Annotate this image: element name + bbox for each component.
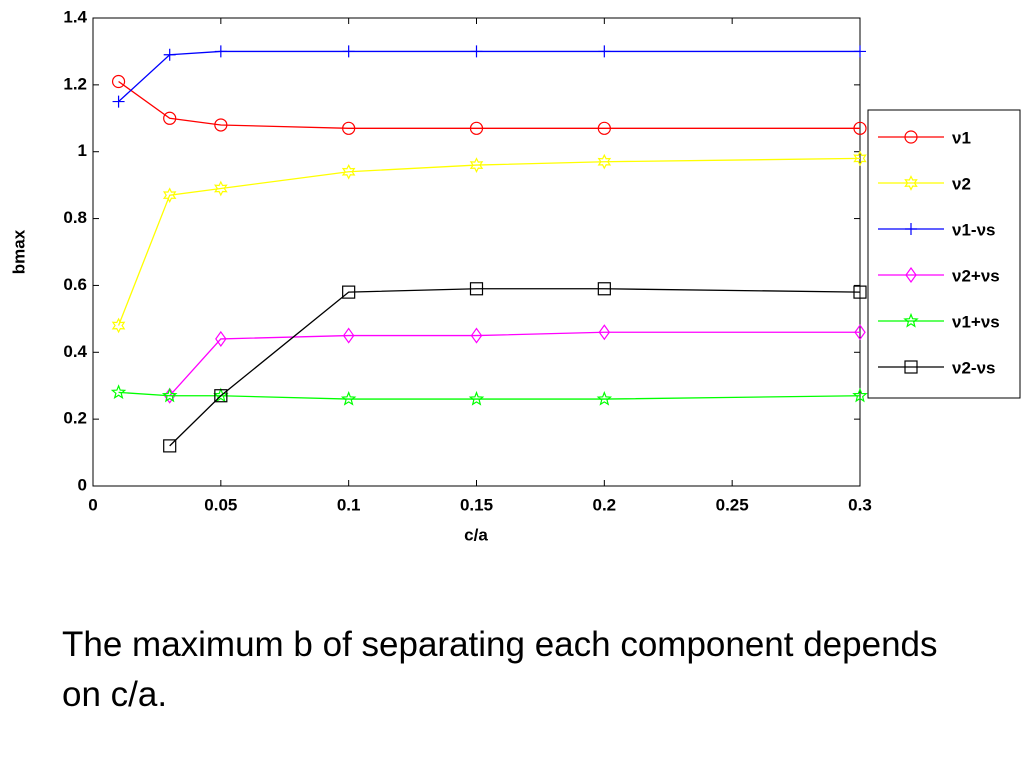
marker (163, 111, 177, 125)
marker (854, 324, 866, 341)
legend-label: ν1-νs (952, 220, 995, 239)
marker (853, 285, 867, 299)
x-tick-label: 0.25 (716, 495, 749, 514)
chart: c/a bmax 0 0.05 0.1 0.15 0.2 0.25 0.3 0 0.2 0.4 0.… (9, 7, 1021, 544)
marker (469, 121, 484, 135)
marker (342, 121, 356, 135)
marker (597, 282, 611, 296)
marker (214, 180, 228, 197)
marker (213, 387, 229, 403)
legend-label: ν1 (952, 128, 971, 147)
marker (112, 95, 125, 108)
y-tick-label: 1.4 (63, 7, 87, 26)
marker (853, 121, 867, 135)
marker (340, 390, 357, 406)
legend-label: ν2+νs (952, 266, 1000, 285)
marker (470, 45, 483, 58)
marker (598, 45, 611, 58)
series-line (118, 50, 860, 103)
marker (905, 223, 917, 235)
marker (163, 439, 177, 453)
marker (597, 121, 611, 135)
marker (162, 187, 177, 204)
marker (469, 282, 484, 296)
series-line (118, 391, 861, 400)
y-tick-label: 1 (78, 141, 87, 160)
marker (854, 45, 866, 58)
y-tick-label: 0.6 (63, 275, 87, 294)
marker (341, 163, 356, 180)
marker (215, 330, 227, 347)
caption: The maximum b of separating each compone… (62, 625, 938, 714)
marker (597, 153, 612, 170)
marker (111, 74, 126, 89)
marker (468, 390, 485, 406)
marker (110, 384, 127, 400)
legend-label: ν2-νs (952, 358, 995, 377)
x-tick-label: 0 (88, 495, 97, 514)
marker (852, 387, 868, 403)
marker (163, 48, 176, 61)
marker (342, 327, 355, 344)
marker (596, 390, 613, 406)
y-tick-label: 0.4 (63, 342, 87, 361)
legend-label: ν1+νs (952, 312, 1000, 331)
marker (904, 130, 918, 144)
marker (598, 324, 611, 341)
marker (469, 157, 484, 173)
series-line (169, 331, 860, 397)
legend-box (867, 109, 1021, 399)
series-line (169, 288, 861, 447)
marker (470, 327, 483, 344)
marker (853, 150, 867, 167)
x-tick-label: 0.2 (593, 495, 617, 514)
series-line (118, 80, 860, 129)
y-tick-label: 0.8 (63, 208, 87, 227)
marker (904, 175, 918, 191)
plot-frame (92, 17, 861, 487)
marker (161, 387, 178, 403)
x-axis-label: c/a (464, 525, 488, 544)
marker (342, 285, 356, 299)
y-tick-label: 0.2 (63, 409, 87, 428)
marker (904, 360, 918, 374)
marker (905, 266, 917, 284)
x-tick-label: 0.3 (848, 495, 872, 514)
x-tick-label: 0.1 (337, 495, 361, 514)
marker (903, 312, 919, 328)
legend-label: ν2 (952, 174, 971, 193)
series-line (117, 157, 861, 326)
marker (214, 389, 228, 403)
marker (214, 118, 228, 132)
marker (214, 45, 227, 58)
marker (342, 45, 355, 58)
x-tick-label: 0.15 (460, 495, 493, 514)
x-tick-label: 0.05 (204, 495, 237, 514)
marker (111, 317, 126, 334)
y-axis-label: bmax (9, 229, 28, 274)
y-tick-label: 0 (78, 475, 87, 494)
y-tick-label: 1.2 (63, 74, 87, 93)
